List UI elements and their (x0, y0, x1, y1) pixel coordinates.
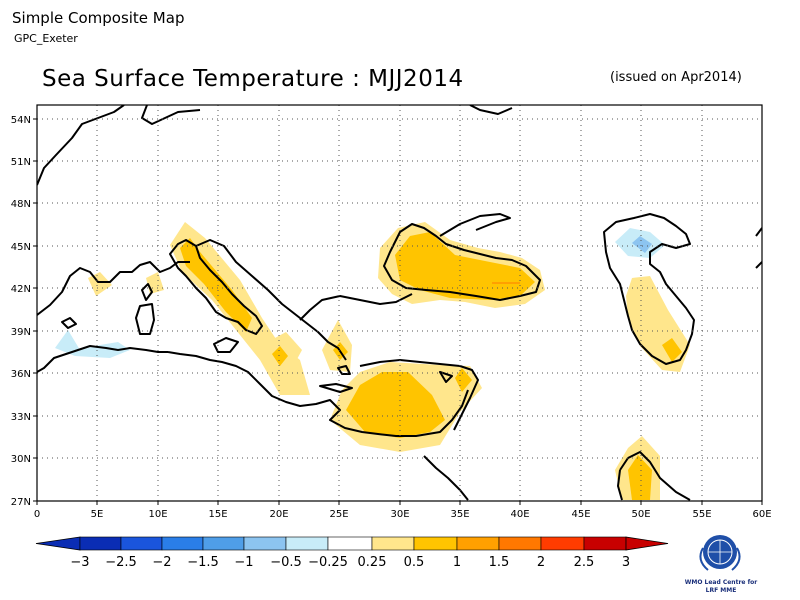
map-plot-area (36, 104, 763, 502)
colorbar-cell (371, 536, 415, 551)
lat-lon-grid (37, 105, 762, 501)
warm-core-cyprus-east (455, 368, 472, 392)
colorbar: −3 −2.5 −2 −1.5 −1 −0.5 −0.25 0.25 0.5 1 1.5 2 2.5 3 (35, 536, 669, 570)
colorbar-label: 1.5 (489, 555, 510, 570)
lat-label: 42N (11, 284, 31, 295)
wmo-logo: WMO Lead Centre for LRF MME (685, 535, 758, 594)
lat-label: 30N (11, 454, 31, 465)
colorbar-label: −0.25 (308, 555, 348, 570)
lat-label: 54N (11, 115, 31, 126)
colorbar-label: 1 (453, 555, 461, 570)
lat-label: 36N (11, 369, 31, 380)
colorbar-label: 3 (622, 555, 630, 570)
warm-core-south-caspian (662, 338, 682, 362)
colorbar-cell (583, 536, 627, 551)
lon-label: 5E (91, 509, 104, 520)
lat-label: 48N (11, 199, 31, 210)
header-title: Simple Composite Map (12, 9, 185, 27)
colorbar-labels: −3 −2.5 −2 −1.5 −1 −0.5 −0.25 0.25 0.5 1 1.5 2 2.5 3 (70, 555, 630, 570)
lon-label: 45E (571, 509, 590, 520)
lat-axis: 54N 51N 48N 45N 42N 39N 36N 33N 30N 27N (11, 115, 37, 508)
colorbar-label: 0.5 (404, 555, 425, 570)
warm-core-adriatic (180, 238, 252, 332)
warm-core-levant (346, 372, 445, 438)
logo-line2: LRF MME (706, 587, 737, 594)
lon-label: 60E (752, 509, 771, 520)
colorbar-label: −3 (70, 555, 89, 570)
lat-label: 39N (11, 327, 31, 338)
colorbar-cell (202, 536, 245, 551)
colorbar-label: 0.25 (358, 555, 387, 570)
warm-core-gulf (628, 455, 652, 500)
lon-label: 25E (329, 509, 348, 520)
warm-core-ionian (272, 346, 288, 366)
colorbar-cell (79, 536, 122, 551)
colorbar-cell (540, 536, 585, 551)
colorbar-label: −0.5 (270, 555, 302, 570)
colorbar-min-arrow (35, 536, 81, 551)
colorbar-cell (413, 536, 458, 551)
lon-label: 15E (208, 509, 227, 520)
map-title: Sea Surface Temperature : MJJ2014 (42, 66, 464, 92)
colorbar-label: −2 (152, 555, 171, 570)
colorbar-cells (35, 536, 669, 551)
colorbar-cell (285, 536, 329, 551)
lon-label: 10E (148, 509, 167, 520)
colorbar-label: 2 (537, 555, 545, 570)
lon-label: 55E (692, 509, 711, 520)
lon-label: 35E (450, 509, 469, 520)
lat-label: 45N (11, 242, 31, 253)
issued-date: (issued on Apr2014) (610, 70, 742, 85)
colorbar-max-arrow (625, 536, 669, 551)
lat-label: 51N (11, 157, 31, 168)
colorbar-cell (243, 536, 287, 551)
colorbar-cell (120, 536, 163, 551)
lon-label: 0 (34, 509, 40, 520)
lon-axis: 0 5E 10E 15E 20E 25E 30E 35E 40E 45E 50E… (34, 501, 772, 520)
colorbar-cell (456, 536, 500, 551)
sst-anomaly-shading (37, 105, 762, 501)
lon-label: 50E (631, 509, 650, 520)
colorbar-cell (161, 536, 204, 551)
lon-label: 40E (510, 509, 529, 520)
header-subtitle: GPC_Exeter (14, 32, 78, 45)
coastlines (37, 105, 762, 501)
cool-anomaly-caspian-core (632, 236, 652, 253)
logo-line1: WMO Lead Centre for (685, 579, 758, 586)
colorbar-label: −1 (234, 555, 253, 570)
lon-label: 30E (390, 509, 409, 520)
lat-label: 33N (11, 412, 31, 423)
colorbar-label: −1.5 (187, 555, 219, 570)
lat-label: 27N (11, 497, 31, 508)
colorbar-cell (498, 536, 542, 551)
colorbar-cell (327, 536, 373, 551)
colorbar-label: −2.5 (105, 555, 137, 570)
colorbar-label: 2.5 (574, 555, 595, 570)
lon-label: 20E (269, 509, 288, 520)
